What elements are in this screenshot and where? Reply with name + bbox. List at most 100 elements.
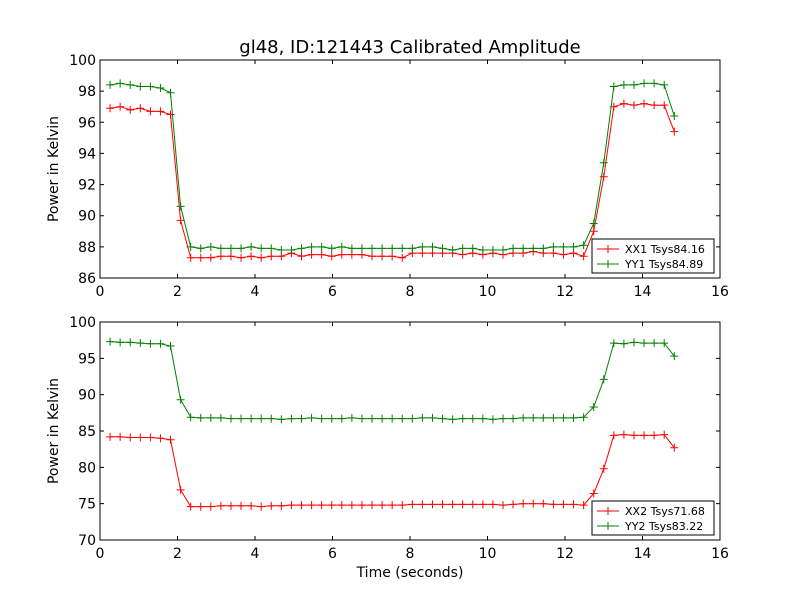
data-point-bottom-2 xyxy=(629,338,638,347)
data-point-bottom-1 xyxy=(166,435,175,444)
data-point-bottom-2 xyxy=(226,414,235,423)
data-point-top-1 xyxy=(257,253,266,262)
data-point-bottom-1 xyxy=(226,501,235,510)
data-point-bottom-2 xyxy=(408,414,417,423)
data-point-top-1 xyxy=(398,253,407,262)
y-tick-label: 98 xyxy=(78,84,96,100)
data-point-bottom-2 xyxy=(357,414,366,423)
data-point-top-1 xyxy=(267,252,276,261)
legend-marker xyxy=(604,522,612,530)
legend-marker xyxy=(604,507,612,515)
y-tick-label: 96 xyxy=(78,115,96,131)
x-tick-label: 8 xyxy=(406,284,415,300)
data-point-top-2 xyxy=(206,242,215,251)
data-point-bottom-1 xyxy=(539,499,548,508)
data-point-bottom-2 xyxy=(619,339,628,348)
data-point-top-2 xyxy=(176,202,185,211)
data-point-bottom-2 xyxy=(488,415,497,424)
data-point-top-2 xyxy=(488,245,497,254)
data-point-bottom-2 xyxy=(176,395,185,404)
data-point-bottom-1 xyxy=(196,502,205,511)
data-point-bottom-1 xyxy=(317,501,326,510)
data-point-top-2 xyxy=(388,244,397,253)
data-point-top-2 xyxy=(277,245,286,254)
data-point-top-2 xyxy=(418,242,427,251)
data-point-top-1 xyxy=(660,101,669,110)
data-point-top-1 xyxy=(146,107,155,116)
data-point-bottom-1 xyxy=(609,431,618,440)
data-point-bottom-2 xyxy=(337,414,346,423)
data-point-bottom-1 xyxy=(509,500,518,509)
data-point-bottom-1 xyxy=(569,500,578,509)
data-point-top-1 xyxy=(378,252,387,261)
data-point-bottom-1 xyxy=(146,433,155,442)
data-point-top-2 xyxy=(257,244,266,253)
data-point-top-2 xyxy=(519,244,528,253)
data-point-top-2 xyxy=(569,242,578,251)
data-point-top-2 xyxy=(458,244,467,253)
data-point-top-2 xyxy=(237,244,246,253)
data-point-top-2 xyxy=(438,244,447,253)
data-point-bottom-2 xyxy=(640,339,649,348)
y-tick-label: 92 xyxy=(78,178,96,194)
y-tick-label: 75 xyxy=(78,497,96,513)
data-point-top-1 xyxy=(388,252,397,261)
figure-title: gl48, ID:121443 Calibrated Amplitude xyxy=(239,37,580,58)
data-point-top-1 xyxy=(176,216,185,225)
data-point-bottom-1 xyxy=(529,499,538,508)
data-point-bottom-1 xyxy=(216,501,225,510)
data-point-bottom-1 xyxy=(357,501,366,510)
data-point-bottom-2 xyxy=(378,414,387,423)
data-point-top-2 xyxy=(307,242,316,251)
data-point-top-2 xyxy=(146,82,155,91)
data-point-top-1 xyxy=(156,107,165,116)
y-tick-label: 86 xyxy=(78,271,96,287)
data-point-top-2 xyxy=(589,219,598,228)
data-point-bottom-1 xyxy=(388,501,397,510)
data-point-bottom-1 xyxy=(468,500,477,509)
y-tick-label: 88 xyxy=(78,240,96,256)
data-point-bottom-2 xyxy=(569,413,578,422)
legend-bottom: XX2 Tsys71.68 YY2 Tsys83.22 xyxy=(591,500,715,536)
legend-label: YY1 Tsys84.89 xyxy=(624,258,703,271)
data-point-top-1 xyxy=(307,250,316,259)
x-tick-label: 12 xyxy=(556,284,574,300)
data-point-bottom-1 xyxy=(287,501,296,510)
x-tick-label: 4 xyxy=(251,284,260,300)
data-point-bottom-2 xyxy=(448,415,457,424)
data-point-bottom-2 xyxy=(398,414,407,423)
data-point-top-1 xyxy=(327,252,336,261)
y-tick-label: 85 xyxy=(78,424,96,440)
data-point-top-2 xyxy=(539,244,548,253)
data-point-bottom-2 xyxy=(368,414,377,423)
data-point-bottom-1 xyxy=(650,431,659,440)
x-tick-label: 10 xyxy=(479,546,497,562)
data-point-bottom-1 xyxy=(106,432,115,441)
data-point-top-1 xyxy=(186,253,195,262)
data-point-bottom-2 xyxy=(418,413,427,422)
data-point-top-2 xyxy=(337,242,346,251)
y-axis-label: Power in Kelvin xyxy=(46,116,62,222)
data-point-bottom-2 xyxy=(216,413,225,422)
x-tick-label: 10 xyxy=(479,284,497,300)
legend-label: XX1 Tsys84.16 xyxy=(625,243,705,256)
data-point-top-2 xyxy=(136,82,145,91)
data-point-top-2 xyxy=(448,245,457,254)
data-point-bottom-1 xyxy=(448,500,457,509)
data-point-bottom-2 xyxy=(196,413,205,422)
data-point-bottom-1 xyxy=(478,500,487,509)
y-tick-label: 95 xyxy=(78,351,96,367)
data-point-top-1 xyxy=(640,99,649,108)
data-point-bottom-1 xyxy=(267,501,276,510)
y-tick-label: 94 xyxy=(78,146,96,162)
data-point-bottom-1 xyxy=(640,431,649,440)
bottom-plot: 0 2 4 6 8 10 12 14 16 70 75 80 85 90 95 100 Power in Kel… xyxy=(46,315,729,581)
data-point-top-2 xyxy=(559,242,568,251)
data-point-bottom-1 xyxy=(257,502,266,511)
data-point-bottom-1 xyxy=(307,501,316,510)
x-tick-label: 2 xyxy=(173,546,182,562)
data-point-bottom-1 xyxy=(368,501,377,510)
x-tick-label: 6 xyxy=(328,546,337,562)
data-point-bottom-2 xyxy=(186,413,195,422)
data-point-bottom-2 xyxy=(458,414,467,423)
